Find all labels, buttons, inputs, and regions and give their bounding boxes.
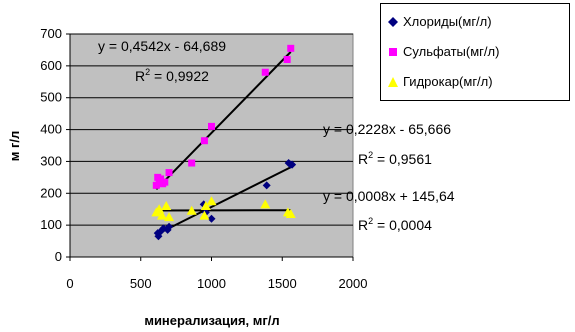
point-hydrocarbonates-2 [156, 210, 167, 220]
equation-chlorides: y = 0,2228x - 65,666 [323, 121, 451, 137]
triangle-marker-icon [387, 76, 399, 88]
point-hydrocarbonates-9 [260, 199, 271, 209]
y-tick-label-0: 0 [55, 249, 62, 264]
point-sulfates-9 [208, 122, 215, 130]
grid-lines [70, 33, 353, 226]
plot-area [69, 33, 354, 258]
point-hydrocarbonates-3 [161, 201, 172, 211]
point-hydrocarbonates-7 [200, 201, 211, 211]
axes: 0 100 200 300 400 500 600 700 0 500 1000 1500 2000 [40, 26, 367, 291]
r2-chlorides: R2 = 0,9561 [358, 150, 432, 167]
x-tick-label-500: 500 [130, 276, 152, 291]
y-tick-label-400: 400 [40, 122, 62, 137]
legend-label-sulfates: Сульфаты(мг/л) [403, 44, 500, 59]
data-points [151, 44, 297, 241]
point-sulfates-10 [261, 68, 269, 76]
diamond-marker-icon [387, 16, 399, 28]
point-chlorides-9 [262, 181, 271, 190]
r2-sulfates: R2 = 0,9922 [135, 67, 209, 84]
y-tick-label-600: 600 [40, 58, 62, 73]
point-sulfates-3 [157, 175, 165, 183]
x-tick-label-0: 0 [66, 276, 73, 291]
equation-hydrocarbonates: y = 0,0008x + 145,64 [323, 188, 455, 204]
point-chlorides-12 [288, 160, 297, 169]
point-sulfates-5 [161, 178, 169, 186]
trendline-chlorides [157, 165, 293, 235]
legend-item-sulfates: Сульфаты(мг/л) [387, 44, 499, 59]
y-tick-label-100: 100 [40, 217, 62, 232]
y-tick-label-200: 200 [40, 185, 62, 200]
point-hydrocarbonates-1 [154, 204, 165, 214]
point-hydrocarbonates-6 [199, 210, 210, 220]
legend-label-chlorides: Хлориды(мг/л) [403, 14, 492, 29]
point-hydrocarbonates-4 [164, 212, 175, 222]
x-axis-title: минерализация, мг/л [144, 313, 279, 328]
point-chlorides-8 [207, 214, 216, 223]
y-tick-label-500: 500 [40, 90, 62, 105]
r2-hydrocarbonates: R2 = 0,0004 [358, 216, 432, 233]
x-tick-label-1500: 1500 [268, 276, 297, 291]
legend: Хлориды(мг/л) Сульфаты(мг/л) Гидрокар(мг… [380, 3, 570, 101]
point-sulfates-12 [287, 44, 295, 52]
legend-item-chlorides: Хлориды(мг/л) [387, 14, 492, 29]
legend-label-hydrocarbonates: Гидрокар(мг/л) [403, 74, 493, 89]
point-sulfates-8 [200, 137, 208, 145]
y-axis-title: м г/л [7, 131, 22, 162]
point-hydrocarbonates-11 [285, 208, 296, 218]
point-hydrocarbonates-5 [186, 205, 197, 215]
equation-sulfates: y = 0,4542x - 64,689 [98, 38, 226, 54]
y-tick-label-700: 700 [40, 26, 62, 41]
x-tick-label-2000: 2000 [339, 276, 368, 291]
point-chlorides-5 [165, 222, 174, 231]
point-sulfates-11 [283, 55, 291, 63]
x-tick-label-1000: 1000 [197, 276, 226, 291]
y-tick-label-300: 300 [40, 153, 62, 168]
point-hydrocarbonates-8 [206, 196, 217, 206]
square-marker-icon [387, 46, 399, 58]
point-sulfates-7 [188, 159, 196, 167]
point-sulfates-6 [165, 169, 173, 177]
legend-item-hydrocarbonates: Гидрокар(мг/л) [387, 74, 493, 89]
